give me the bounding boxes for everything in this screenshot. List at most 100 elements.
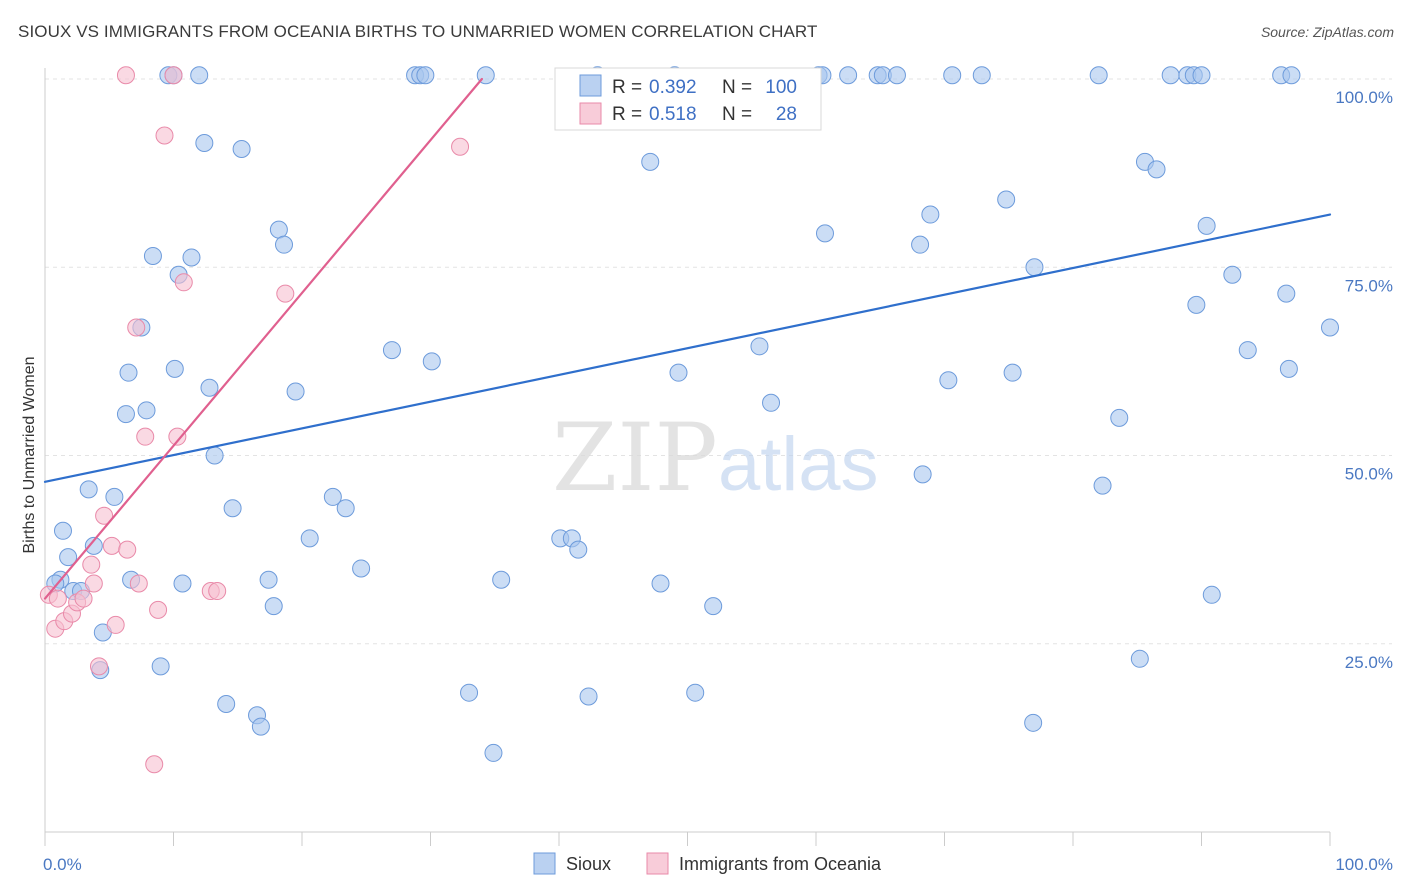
- point-sioux-37: [286, 382, 305, 401]
- point-oceania-8: [84, 574, 103, 593]
- point-sioux-36: [264, 597, 283, 616]
- point-sioux-50: [492, 570, 511, 589]
- point-sioux-54: [579, 687, 598, 706]
- legend-r-label-sioux: R =: [612, 77, 642, 98]
- point-sioux-11: [119, 363, 138, 382]
- bottom-legend: Sioux Immigrants from Oceania: [533, 852, 882, 875]
- point-sioux-77: [997, 190, 1016, 209]
- point-sioux-39: [323, 487, 342, 506]
- point-sioux-16: [143, 246, 162, 265]
- point-sioux-49: [484, 743, 503, 762]
- point-sioux-60: [686, 683, 705, 702]
- trend-layer: [43, 77, 1332, 600]
- point-sioux-53: [569, 540, 588, 559]
- point-oceania-20: [164, 66, 183, 85]
- point-oceania-2: [48, 589, 67, 608]
- point-sioux-3: [59, 548, 78, 567]
- point-sioux-62: [750, 337, 769, 356]
- point-sioux-91: [1192, 66, 1211, 85]
- point-sioux-90: [1187, 295, 1206, 314]
- point-oceania-16: [136, 427, 155, 446]
- point-sioux-74: [939, 371, 958, 390]
- point-oceania-25: [276, 284, 295, 303]
- bottom-legend-swatch-sioux: [533, 852, 556, 875]
- point-sioux-75: [943, 66, 962, 85]
- point-sioux-93: [1202, 585, 1221, 604]
- point-sioux-17: [151, 657, 170, 676]
- point-sioux-72: [913, 465, 932, 484]
- point-oceania-11: [102, 536, 121, 555]
- legend: R = 0.392 N = 100 R = 0.518 N = 28: [554, 67, 822, 131]
- point-sioux-84: [1130, 649, 1149, 668]
- axis-layer: 25.0% 50.0% 75.0% 100.0% 0.0% 100.0%: [43, 68, 1393, 874]
- y-axis-label: Births to Unmarried Women: [21, 356, 38, 553]
- legend-r-value-oceania: 0.518: [649, 104, 697, 125]
- legend-n-label-oceania: N =: [722, 104, 752, 125]
- y-tick-label-0: 25.0%: [1345, 653, 1393, 672]
- point-sioux-15: [137, 401, 156, 420]
- point-oceania-12: [106, 615, 125, 634]
- point-sioux-73: [921, 205, 940, 224]
- point-sioux-40: [336, 499, 355, 518]
- point-sioux-27: [205, 446, 224, 465]
- grid-layer: [45, 78, 1392, 645]
- point-sioux-34: [269, 220, 288, 239]
- point-sioux-47: [460, 683, 479, 702]
- bottom-legend-swatch-oceania: [646, 852, 669, 875]
- point-sioux-76: [972, 66, 991, 85]
- point-oceania-15: [129, 574, 148, 593]
- point-oceania-10: [95, 506, 114, 525]
- point-oceania-17: [145, 755, 164, 774]
- y-tick-label-2: 75.0%: [1345, 276, 1393, 295]
- point-sioux-78: [1003, 363, 1022, 382]
- trendline-oceania: [43, 77, 483, 600]
- point-sioux-12: [116, 405, 135, 424]
- point-oceania-7: [82, 555, 101, 574]
- point-sioux-63: [762, 393, 781, 412]
- point-sioux-56: [641, 152, 660, 171]
- legend-n-value-oceania: 28: [776, 104, 797, 125]
- point-sioux-61: [704, 597, 723, 616]
- point-oceania-13: [118, 540, 137, 559]
- point-sioux-95: [1238, 341, 1257, 360]
- legend-swatch-sioux: [579, 74, 602, 97]
- point-sioux-57: [651, 574, 670, 593]
- x-tick-label-1: 100.0%: [1335, 855, 1393, 874]
- point-sioux-32: [251, 717, 270, 736]
- point-sioux-41: [352, 559, 371, 578]
- point-sioux-35: [275, 235, 294, 254]
- bottom-legend-label-oceania: Immigrants from Oceania: [679, 854, 882, 874]
- point-sioux-30: [232, 140, 251, 159]
- point-oceania-26: [451, 137, 470, 156]
- point-sioux-46: [422, 352, 441, 371]
- point-sioux-94: [1223, 265, 1242, 284]
- points-layer: [39, 66, 1339, 774]
- point-sioux-82: [1093, 476, 1112, 495]
- point-sioux-7: [84, 536, 103, 555]
- chart-source: Source: ZipAtlas.com: [1260, 24, 1394, 40]
- point-sioux-87: [1161, 66, 1180, 85]
- chart-title: SIOUX VS IMMIGRANTS FROM OCEANIA BIRTHS …: [18, 22, 818, 41]
- point-oceania-22: [174, 273, 193, 292]
- point-oceania-6: [74, 589, 93, 608]
- point-sioux-2: [53, 521, 72, 540]
- y-tick-label-3: 100.0%: [1335, 88, 1393, 107]
- point-sioux-10: [105, 487, 124, 506]
- point-sioux-38: [300, 529, 319, 548]
- point-sioux-22: [173, 574, 192, 593]
- legend-n-value-sioux: 100: [765, 77, 797, 98]
- bottom-legend-label-sioux: Sioux: [566, 854, 611, 874]
- point-sioux-33: [259, 570, 278, 589]
- point-sioux-67: [839, 66, 858, 85]
- point-oceania-27: [116, 66, 135, 85]
- watermark: ZIP atlas: [552, 404, 879, 513]
- legend-swatch-oceania: [579, 102, 602, 125]
- point-sioux-98: [1279, 359, 1298, 378]
- watermark-atlas: atlas: [718, 422, 879, 507]
- y-tick-label-1: 50.0%: [1345, 465, 1393, 484]
- trendline-sioux: [43, 213, 1332, 483]
- x-tick-label-0: 0.0%: [43, 855, 82, 874]
- point-sioux-25: [195, 134, 214, 153]
- point-sioux-92: [1197, 216, 1216, 235]
